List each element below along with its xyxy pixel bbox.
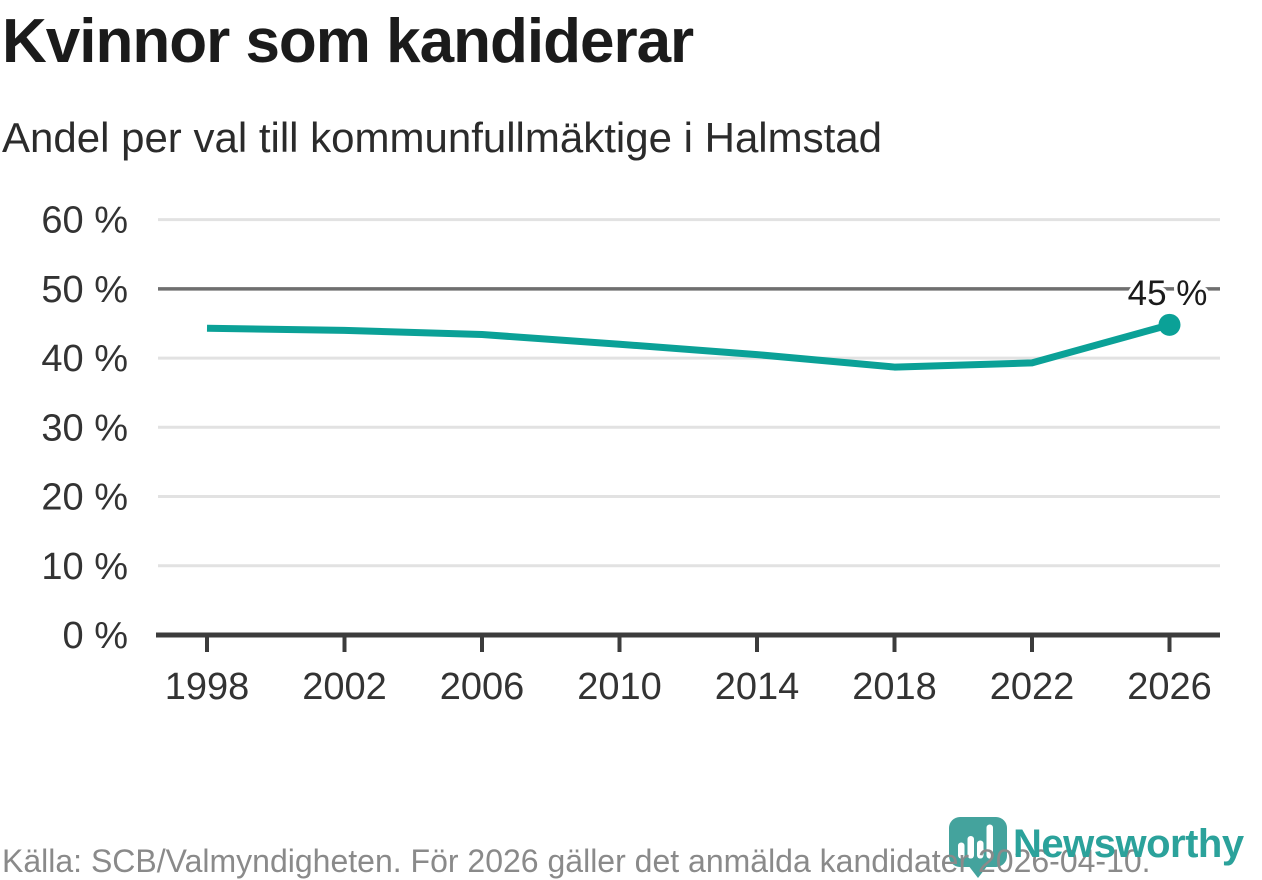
logo-bar-4 bbox=[986, 824, 993, 859]
newsworthy-wordmark: Newsworthy bbox=[1013, 822, 1244, 866]
y-tick-label: 30 % bbox=[41, 407, 128, 449]
y-tick-label: 50 % bbox=[41, 269, 128, 311]
y-tick-label: 60 % bbox=[41, 200, 128, 242]
x-tick-label: 2022 bbox=[990, 666, 1075, 708]
x-tick-label: 2006 bbox=[440, 666, 525, 708]
y-tick-label: 40 % bbox=[41, 338, 128, 380]
newsworthy-speech-bubble-bar-chart-icon bbox=[949, 817, 1007, 878]
x-tick-label: 2014 bbox=[715, 666, 800, 708]
x-tick-label: 2010 bbox=[577, 666, 662, 708]
x-tick-label: 2002 bbox=[302, 666, 387, 708]
y-tick-label: 20 % bbox=[41, 477, 128, 519]
x-tick-label: 1998 bbox=[165, 666, 250, 708]
end-point-marker bbox=[1158, 313, 1181, 336]
end-point-value-label: 45 % bbox=[1128, 274, 1208, 313]
line-chart: 1998 2002 2006 2010 2014 2018 2022 2026 0 % 10 % 2… bbox=[41, 200, 1220, 708]
x-tick-label: 2018 bbox=[852, 666, 937, 708]
y-tick-label: 10 % bbox=[41, 546, 128, 588]
x-tick-label: 2026 bbox=[1127, 666, 1212, 708]
chart-subtitle: Andel per val till kommunfullmäktige i H… bbox=[2, 114, 883, 161]
logo-bubble-tail bbox=[968, 865, 988, 878]
logo-bar-1 bbox=[958, 842, 965, 859]
logo-bar-2 bbox=[967, 836, 974, 859]
source-note: Källa: SCB/Valmyndigheten. För 2026 gäll… bbox=[2, 843, 1151, 879]
chart-title: Kvinnor som kandiderar bbox=[2, 7, 694, 76]
data-line bbox=[206, 321, 1171, 371]
y-tick-label: 0 % bbox=[63, 615, 128, 657]
logo-bar-3 bbox=[977, 840, 984, 859]
